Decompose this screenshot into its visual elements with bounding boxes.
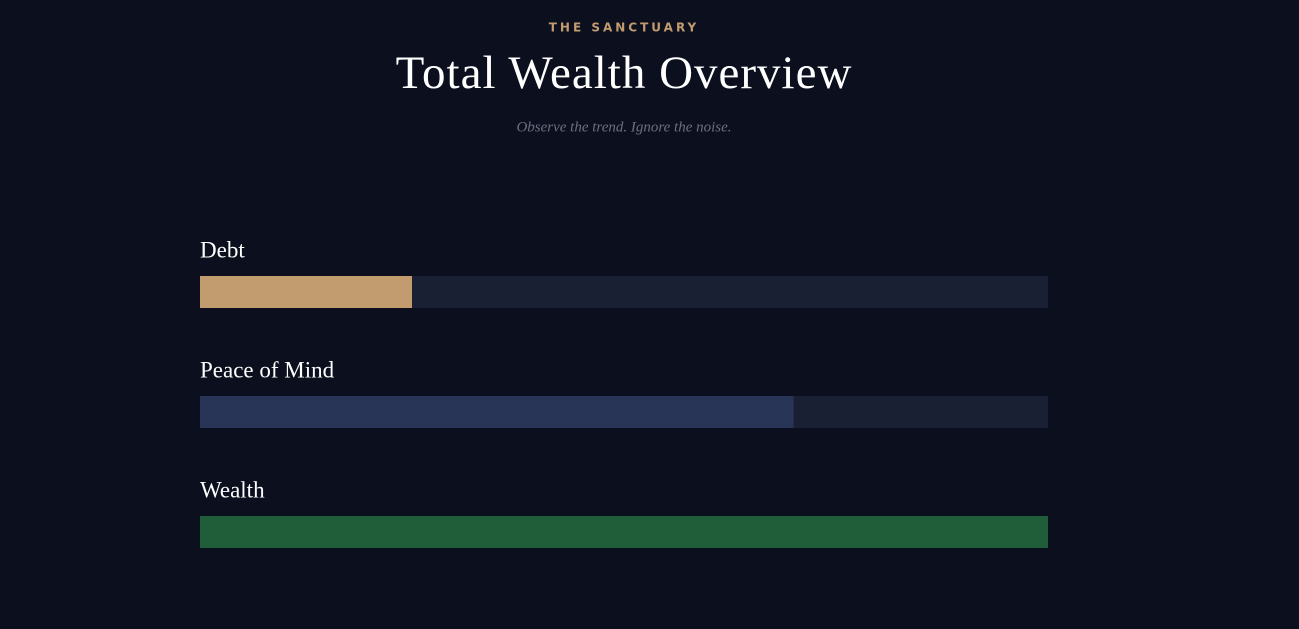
bar-fill: [200, 396, 794, 428]
subtitle: Observe the trend. Ignore the noise.: [516, 119, 731, 135]
bar-label: Wealth: [200, 477, 265, 502]
bar-fill: [200, 276, 412, 308]
bar-label: Debt: [200, 237, 245, 262]
page-title: Total Wealth Overview: [396, 47, 853, 99]
bar-fill: [200, 516, 1048, 548]
eyebrow: THE SANCTUARY: [549, 21, 700, 35]
bar-label: Peace of Mind: [200, 357, 335, 382]
